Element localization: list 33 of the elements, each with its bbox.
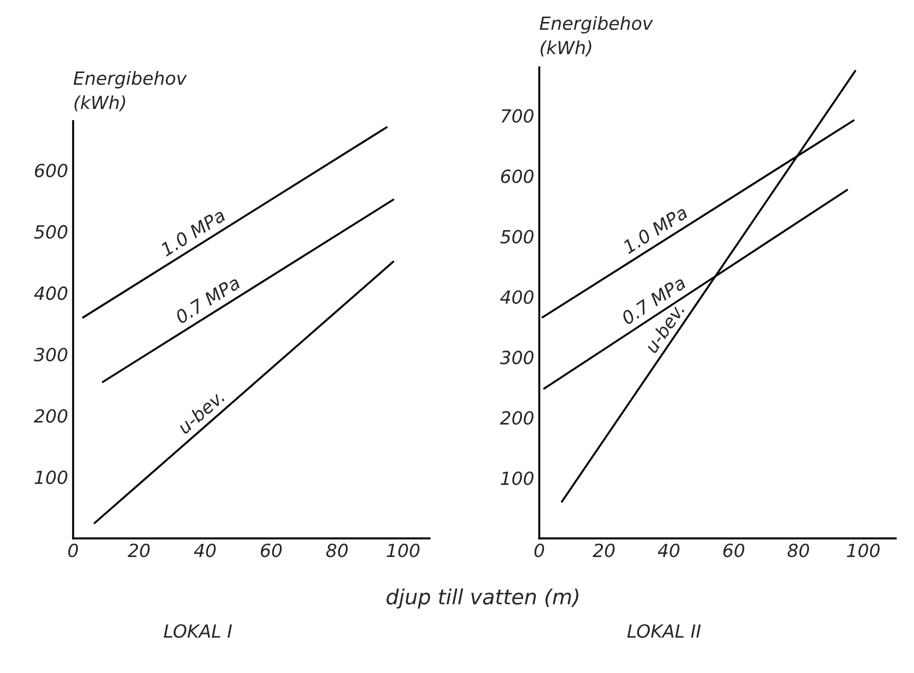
x-tick-label: 40 <box>194 544 216 558</box>
text: 1.0 MPa <box>622 205 688 254</box>
x-tick-label: 40 <box>658 544 680 558</box>
x-axis-title: djup till vatten (m) <box>386 588 578 609</box>
x-tick-label: 60 <box>723 544 744 558</box>
y-tick-label: 400 <box>34 286 68 300</box>
x-tick-label: 100 <box>386 544 420 558</box>
x-tick-label: 80 <box>788 544 810 558</box>
y-tick-label: 700 <box>502 109 534 123</box>
y-tick-label: 100 <box>34 470 68 484</box>
text: LOKAL I <box>164 624 232 638</box>
y-tick-label: 600 <box>34 164 68 178</box>
y-tick-label: 200 <box>500 411 534 425</box>
x-tick-label: 0 <box>534 544 544 558</box>
y-tick-label: 600 <box>501 169 534 184</box>
text: 1.0 MPa <box>160 208 226 257</box>
x-tick-label: 60 <box>260 544 282 558</box>
y-tick-label: 500 <box>34 225 68 239</box>
x-tick-label: 100 <box>846 544 880 558</box>
y-tick-label: 300 <box>500 350 534 364</box>
y-tick-label: 400 <box>500 290 534 304</box>
y-axis-title: Energibehov (kWh) <box>540 16 654 57</box>
x-tick-label: 0 <box>68 544 78 558</box>
y-tick-label: 200 <box>34 409 68 423</box>
y-axis-title: Energibehov (kWh) <box>74 70 187 112</box>
x-tick-label: 20 <box>592 544 615 558</box>
x-tick-label: 80 <box>326 544 348 558</box>
y-tick-label: 500 <box>500 230 534 244</box>
y-tick-label: 100 <box>500 471 534 486</box>
x-tick-label: 20 <box>128 544 150 558</box>
text: LOKAL II <box>627 624 701 638</box>
y-tick-label: 300 <box>34 348 68 362</box>
text: 0.7 MPa <box>174 275 241 324</box>
